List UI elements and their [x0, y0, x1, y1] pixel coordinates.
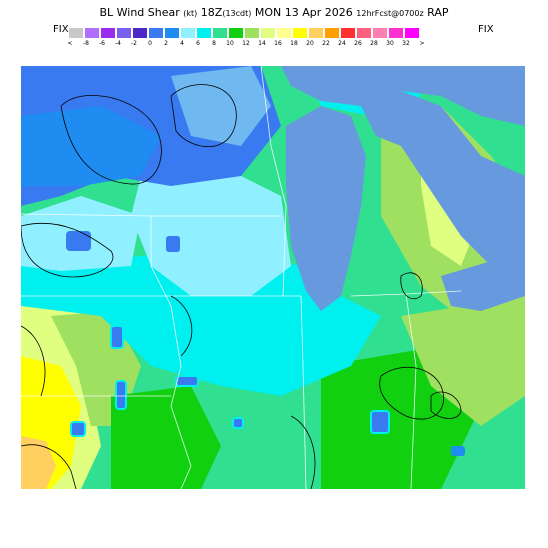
colorbar-swatch: [181, 28, 195, 38]
colorbar-tick-label: 2: [164, 40, 168, 47]
title-text: BL Wind Shear: [99, 6, 180, 19]
lake-michigan: [286, 106, 366, 311]
colorbar-tick-label: 0: [148, 40, 152, 47]
state-boundaries: [21, 66, 462, 489]
colorbar-tick-label: -4: [115, 40, 121, 47]
colorbar-tick-label: 6: [196, 40, 200, 47]
colorbar-swatch: [389, 28, 403, 38]
title-valid-local: (13cdt): [222, 9, 252, 18]
colorbar-swatch: [405, 28, 419, 38]
title-units: (kt): [183, 9, 198, 18]
shear-cell-5: [232, 417, 244, 429]
lake-huron: [361, 91, 525, 266]
colorbar-tick-label: -6: [99, 40, 105, 47]
shear-region-lightcyan: [131, 166, 291, 296]
shear-region-green-s: [111, 386, 221, 489]
shear-cell-8: [66, 231, 91, 251]
shear-region-orange: [21, 436, 56, 489]
title-date: MON 13 Apr 2026: [254, 6, 353, 19]
colorbar-tick-label: 20: [306, 40, 314, 47]
colorbar-fix-right: FIX: [478, 24, 494, 35]
colorbar-swatch: [197, 28, 211, 38]
shear-cell-2: [115, 380, 127, 410]
colorbar-swatch: [325, 28, 339, 38]
colorbar-swatch: [357, 28, 371, 38]
colorbar-tick-label: 8: [212, 40, 216, 47]
colorbar-tick-label: 26: [354, 40, 362, 47]
title-valid-hour: 18Z: [200, 6, 223, 19]
colorbar-tick-label: 4: [180, 40, 184, 47]
shear-cell-4: [175, 375, 199, 387]
colorbar-tick-label: 18: [290, 40, 298, 47]
colorbar-swatch: [165, 28, 179, 38]
colorbar-tick-label: 28: [370, 40, 378, 47]
colorbar-swatch: [261, 28, 275, 38]
colorbar-swatch: [229, 28, 243, 38]
title-model: RAP: [427, 6, 449, 19]
colorbar-tick-label: 32: [402, 40, 410, 47]
colorbar-tick-label: -8: [83, 40, 89, 47]
colorbar-swatch: [309, 28, 323, 38]
colorbar-swatch: [277, 28, 291, 38]
colorbar-tick-label: 16: [274, 40, 282, 47]
shear-region-deepblue-nw: [21, 106, 161, 186]
colorbar-swatch: [341, 28, 355, 38]
colorbar-swatch: [133, 28, 147, 38]
colorbar-swatch: [245, 28, 259, 38]
colorbar-fix-left: FIX: [53, 24, 69, 35]
shear-cell-3: [70, 421, 86, 437]
shear-cell-7: [166, 236, 180, 252]
title-forecast: 12hrFcst@0700z: [356, 9, 424, 18]
colorbar-swatch: [101, 28, 115, 38]
colorbar-tick-label: 24: [338, 40, 346, 47]
colorbar-swatch: [69, 28, 83, 38]
colorbar-swatch: [213, 28, 227, 38]
colorbar-tick-label: >: [419, 40, 425, 47]
shear-cell-6: [370, 410, 390, 434]
colorbar-tick-label: <: [67, 40, 73, 47]
lake-superior: [281, 66, 525, 126]
colorbar-tick-label: 30: [386, 40, 394, 47]
lake-erie: [441, 251, 525, 311]
colorbar-tick-label: 12: [242, 40, 250, 47]
wind-shear-map: [21, 66, 525, 489]
colorbar-tick-label: 14: [258, 40, 266, 47]
colorbar-swatch: [149, 28, 163, 38]
shear-region-lightgreen-se: [401, 296, 525, 426]
map-title: BL Wind Shear (kt) 18Z(13cdt) MON 13 Apr…: [0, 6, 548, 19]
shear-region-skyblue-n: [171, 66, 271, 146]
colorbar-swatch: [85, 28, 99, 38]
colorbar-tick-label: 22: [322, 40, 330, 47]
shear-cell-1: [110, 325, 124, 349]
shear-region-cyan: [21, 246, 381, 396]
shear-contours: [21, 84, 462, 489]
colorbar: [69, 28, 421, 38]
colorbar-swatch: [373, 28, 387, 38]
shear-cell-9: [451, 446, 465, 456]
colorbar-swatch: [293, 28, 307, 38]
colorbar-tick-label: -2: [131, 40, 137, 47]
colorbar-tick-label: 10: [226, 40, 234, 47]
colorbar-swatch: [117, 28, 131, 38]
